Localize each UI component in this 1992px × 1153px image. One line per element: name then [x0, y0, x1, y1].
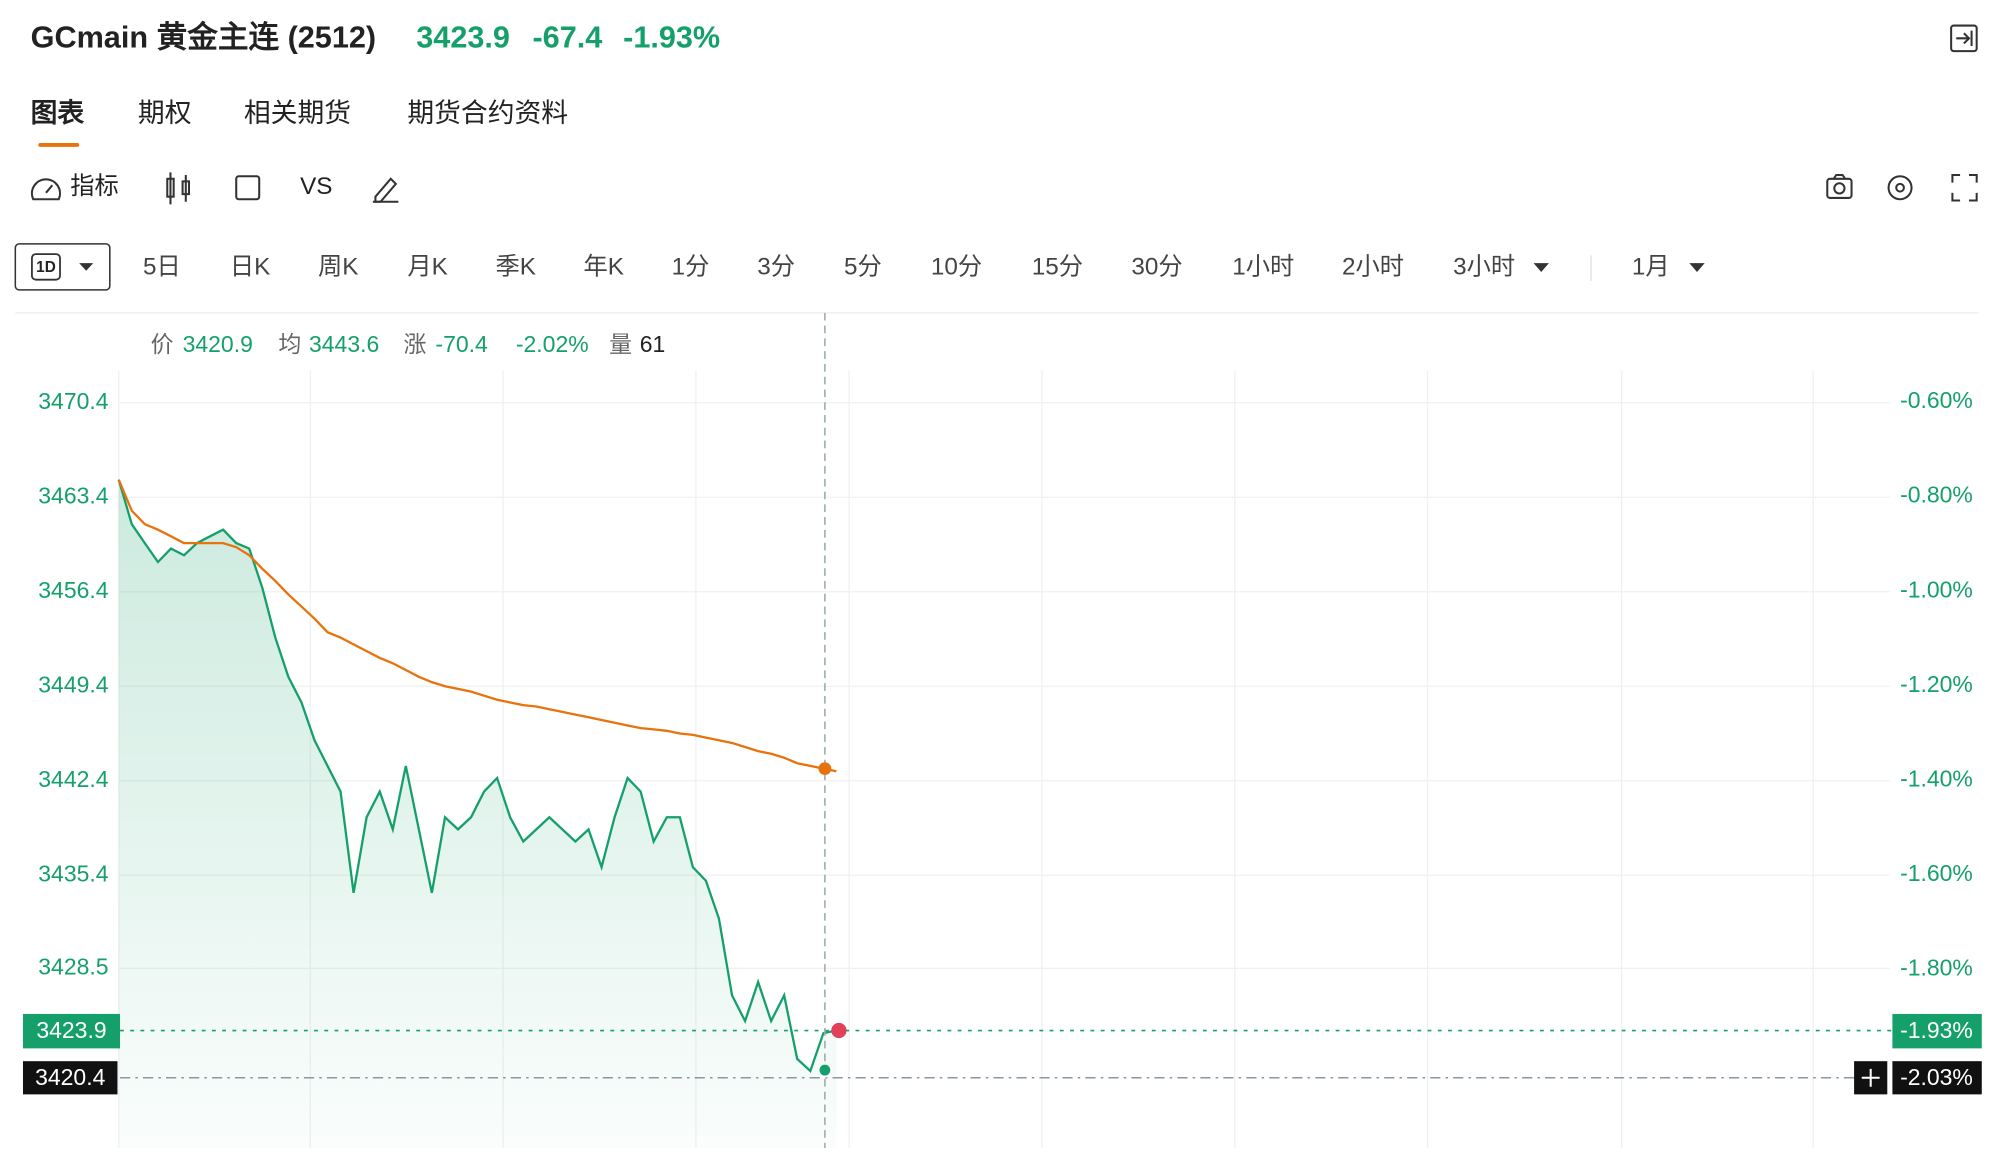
period-button[interactable]: 15分: [1032, 254, 1083, 281]
info-value: 3420.9: [183, 331, 253, 357]
last-tag-label: -1.93%: [1900, 1017, 1973, 1043]
tab[interactable]: 相关期货: [244, 98, 351, 128]
info-label: 量: [609, 331, 632, 357]
info-label: 涨: [404, 331, 427, 357]
info-value: -2.02%: [516, 331, 589, 357]
y-tick-label: 3442.4: [38, 766, 108, 792]
indicator-button[interactable]: 指标: [70, 173, 119, 200]
last-tag: [1892, 1013, 1982, 1049]
title: GCmain 黄金主连 (2512): [31, 20, 376, 55]
y2-tick-label: -0.80%: [1900, 482, 1973, 508]
info-label: 价: [151, 331, 174, 357]
line: [117, 479, 837, 1074]
y-tick-label: 3463.4: [38, 482, 108, 508]
y2-tick-label: -0.60%: [1900, 387, 1973, 413]
avg-marker: [818, 762, 832, 775]
current-period: 1D: [36, 259, 56, 276]
period-button[interactable]: 3分: [757, 254, 795, 281]
info-value: 61: [640, 331, 666, 357]
period-button[interactable]: 5日: [143, 254, 181, 281]
period-select[interactable]: [14, 243, 111, 291]
fullscreen-icon[interactable]: [1951, 173, 1978, 202]
crosshair-marker: [817, 1062, 833, 1078]
dropdown-arrow: [79, 263, 94, 271]
line: [117, 479, 837, 773]
period-button[interactable]: 3小时: [1453, 254, 1515, 281]
settings-icon[interactable]: [1887, 175, 1913, 201]
y-tick-label: 3449.4: [38, 671, 108, 697]
crosshair-tag-label: -2.03%: [1900, 1064, 1973, 1090]
candle-icon[interactable]: [166, 172, 191, 205]
period-button[interactable]: 30分: [1131, 254, 1182, 281]
info-label: 均: [278, 331, 301, 357]
crosshair-tag: [22, 1061, 118, 1095]
y-tick-label: 3470.4: [38, 388, 108, 414]
y2-tick-label: -1.40%: [1900, 766, 1973, 792]
add-icon: [1861, 1068, 1880, 1087]
tab[interactable]: 期权: [138, 98, 192, 128]
y-tick-label: 3456.4: [38, 577, 108, 603]
y2-tick-label: -1.00%: [1900, 576, 1973, 602]
tab[interactable]: 图表: [31, 98, 85, 128]
period-button[interactable]: 1小时: [1232, 254, 1294, 281]
draw-icon[interactable]: [372, 177, 399, 203]
y2-tick-label: -1.80%: [1900, 955, 1973, 981]
shape-icon[interactable]: [235, 175, 261, 201]
last-tag-label: 3423.9: [36, 1017, 106, 1043]
area: [118, 479, 837, 1148]
info-value: 3443.6: [309, 331, 379, 357]
range-select[interactable]: 1月: [1632, 254, 1670, 281]
y-tick-label: 3435.4: [38, 860, 108, 886]
change: -67.4: [532, 21, 602, 55]
period-button[interactable]: 5分: [844, 254, 882, 281]
period-button[interactable]: 季K: [495, 254, 535, 281]
y2-tick-label: -1.20%: [1900, 671, 1973, 697]
tab-underline: [38, 143, 80, 147]
dropdown-arrow: [1689, 263, 1705, 273]
period-button[interactable]: 周K: [318, 254, 358, 281]
y-tick-label: 3428.5: [38, 953, 108, 979]
info-value: -70.4: [435, 331, 488, 357]
last-tag: [22, 1013, 121, 1049]
tab[interactable]: 期货合约资料: [407, 98, 568, 128]
crosshair-tag: [1892, 1061, 1982, 1095]
last-marker: [831, 1022, 847, 1039]
period-button[interactable]: 2小时: [1342, 254, 1404, 281]
crosshair-tag-label: 3420.4: [35, 1064, 105, 1090]
y2-tick-label: -1.60%: [1900, 860, 1973, 886]
price: 3423.9: [416, 21, 510, 55]
camera-icon[interactable]: [1826, 173, 1853, 199]
compare-button[interactable]: VS: [300, 173, 332, 200]
period-button[interactable]: 年K: [584, 254, 624, 281]
indicator-icon[interactable]: [30, 178, 62, 201]
period-button[interactable]: 月K: [407, 254, 447, 281]
period-button[interactable]: 日K: [230, 254, 270, 281]
change-pct: -1.93%: [623, 21, 720, 55]
period-box: [31, 253, 61, 281]
period-button[interactable]: 1分: [672, 254, 710, 281]
period-button[interactable]: 10分: [931, 254, 982, 281]
dropdown-arrow: [1533, 263, 1549, 273]
collapse-icon[interactable]: [1950, 24, 1978, 53]
